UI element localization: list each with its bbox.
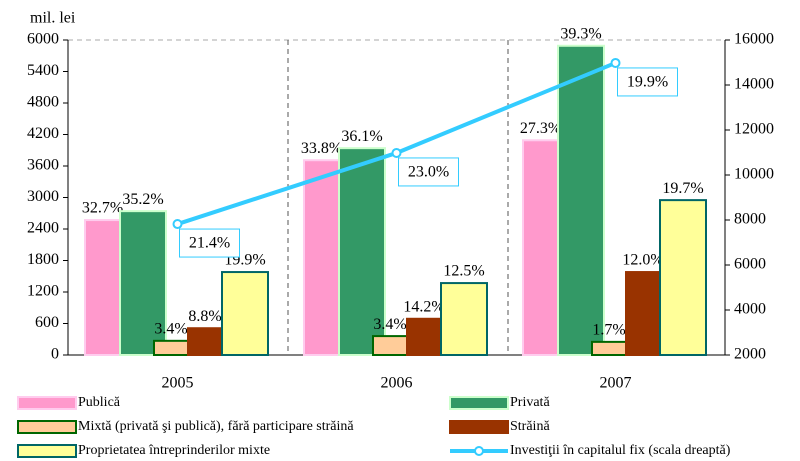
y2-tick-label: 12000 bbox=[734, 121, 774, 138]
y-tick-label: 3000 bbox=[27, 188, 59, 205]
bar-label: 14.2% bbox=[403, 298, 444, 315]
line-marker bbox=[391, 147, 402, 158]
legend-label: Străină bbox=[510, 419, 550, 434]
y-tick-label: 600 bbox=[35, 314, 59, 331]
bar bbox=[591, 340, 627, 356]
y-tick-label: 1800 bbox=[27, 251, 59, 268]
legend-label: Proprietatea întreprinderilor mixte bbox=[78, 443, 270, 458]
y-tick-label: 2400 bbox=[27, 220, 59, 237]
legend-swatch bbox=[449, 420, 509, 434]
line-label-box bbox=[179, 228, 240, 258]
bar-label: 39.3% bbox=[560, 25, 601, 42]
line-label: 19.9% bbox=[627, 74, 668, 91]
line-label-box bbox=[617, 67, 678, 97]
x-tick-label: 2005 bbox=[162, 375, 194, 392]
bar bbox=[119, 210, 167, 356]
bar-label: 8.8% bbox=[188, 308, 221, 325]
y-axis-label: mil. lei bbox=[30, 10, 76, 27]
bar bbox=[440, 282, 488, 357]
y2-tick-label: 2000 bbox=[734, 346, 766, 363]
legend-label: Investiţii în capitalul fix (scala dreap… bbox=[510, 443, 731, 458]
x-tick-label: 2006 bbox=[381, 375, 413, 392]
y-tick-label: 6000 bbox=[27, 31, 59, 48]
y2-tick-label: 6000 bbox=[734, 256, 766, 273]
legend-label: Publică bbox=[78, 395, 121, 410]
line-label-box bbox=[398, 157, 459, 187]
bar-label: 33.8% bbox=[301, 140, 342, 157]
y-tick-label: 5400 bbox=[27, 62, 59, 79]
y2-tick-label: 16000 bbox=[734, 31, 774, 48]
legend-swatch bbox=[17, 396, 77, 410]
x-tick-label: 2007 bbox=[600, 375, 632, 392]
bar-label: 1.7% bbox=[592, 322, 625, 339]
bar-label: 3.4% bbox=[154, 320, 187, 337]
y-tick-label: 0 bbox=[51, 346, 59, 363]
y2-tick-label: 10000 bbox=[734, 166, 774, 183]
bar bbox=[659, 199, 707, 356]
bar-label: 12.5% bbox=[443, 263, 484, 280]
bar-label: 3.4% bbox=[373, 316, 406, 333]
legend-swatch bbox=[449, 396, 509, 410]
bar bbox=[84, 219, 121, 356]
bar-label: 35.2% bbox=[122, 191, 163, 208]
legend-marker bbox=[474, 446, 484, 456]
legend-label: Mixtă (privată şi publică), fără partici… bbox=[78, 419, 354, 434]
y-tick-label: 1200 bbox=[27, 283, 59, 300]
line-marker bbox=[610, 57, 621, 68]
y2-tick-label: 4000 bbox=[734, 301, 766, 318]
y-tick-label: 3600 bbox=[27, 157, 59, 174]
bar bbox=[187, 327, 223, 357]
bar bbox=[221, 271, 269, 356]
bar-label: 36.1% bbox=[341, 128, 382, 145]
bar bbox=[406, 317, 442, 356]
y2-tick-label: 14000 bbox=[734, 76, 774, 93]
legend-swatch bbox=[17, 420, 77, 434]
legend-swatch bbox=[17, 444, 77, 458]
bar bbox=[303, 159, 340, 356]
bar bbox=[557, 44, 605, 357]
y-tick-label: 4800 bbox=[27, 94, 59, 111]
bar-label: 19.7% bbox=[662, 180, 703, 197]
line-label: 23.0% bbox=[408, 164, 449, 181]
line-label: 21.4% bbox=[189, 235, 230, 252]
bar bbox=[522, 139, 559, 356]
bar-label: 32.7% bbox=[82, 200, 123, 217]
bar-label: 12.0% bbox=[622, 252, 663, 269]
bar-label: 27.3% bbox=[520, 120, 561, 137]
legend-label: Privată bbox=[510, 395, 550, 410]
bar bbox=[625, 271, 661, 356]
y-tick-label: 4200 bbox=[27, 125, 59, 142]
line-marker bbox=[172, 219, 183, 230]
bar bbox=[153, 339, 189, 357]
bar bbox=[372, 335, 408, 357]
bar bbox=[338, 147, 386, 356]
y2-tick-label: 8000 bbox=[734, 211, 766, 228]
